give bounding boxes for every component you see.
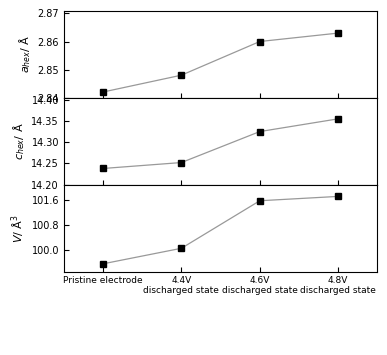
Y-axis label: $V$/ Å$^3$: $V$/ Å$^3$	[10, 214, 27, 242]
Y-axis label: $a_{hex}$/ Å: $a_{hex}$/ Å	[17, 35, 33, 73]
Y-axis label: $c_{hex}$/ Å: $c_{hex}$/ Å	[11, 122, 27, 160]
